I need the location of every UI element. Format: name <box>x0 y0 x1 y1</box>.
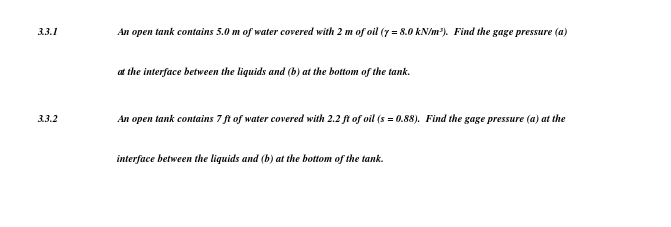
Text: 3.3.1: 3.3.1 <box>37 27 58 37</box>
Text: 3.3.2: 3.3.2 <box>37 114 58 123</box>
Text: An open tank contains 5.0 m of water covered with 2 m of oil (γ = 8.0 kN/m³).  F: An open tank contains 5.0 m of water cov… <box>117 27 568 37</box>
Text: at the interface between the liquids and (b) at the bottom of the tank.: at the interface between the liquids and… <box>117 67 411 76</box>
Text: interface between the liquids and (b) at the bottom of the tank.: interface between the liquids and (b) at… <box>117 153 384 163</box>
Text: An open tank contains 7 ft of water covered with 2.2 ft of oil (s = 0.88).  Find: An open tank contains 7 ft of water cove… <box>117 114 566 123</box>
